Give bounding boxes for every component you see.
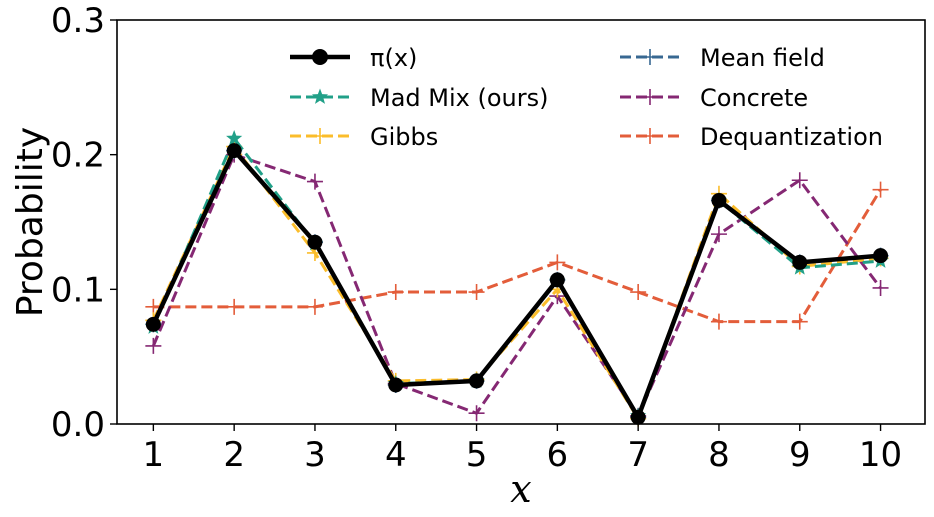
legend-marker <box>311 88 329 104</box>
legend-item-mad-mix-ours: Mad Mix (ours) <box>290 84 548 112</box>
data-point <box>468 284 485 301</box>
legend-label: Gibbs <box>370 123 438 151</box>
series-line <box>151 148 881 420</box>
legend-item-gibbs: Gibbs <box>290 123 438 151</box>
data-point <box>145 316 161 332</box>
series-concrete <box>145 146 889 424</box>
series-gibbs <box>145 138 889 427</box>
x-tick-label: 9 <box>789 435 811 475</box>
data-point <box>145 337 162 354</box>
y-tick-label: 0.3 <box>51 1 105 41</box>
series-x <box>145 143 889 425</box>
legend-item-mean-field: Mean field <box>620 44 825 72</box>
x-tick-label: 10 <box>859 435 902 475</box>
x-tick-label: 8 <box>708 435 730 475</box>
legend-marker <box>642 89 658 105</box>
legend-item-concrete: Concrete <box>620 84 808 112</box>
y-tick-label: 0.0 <box>51 405 105 445</box>
legend-label: Dequantization <box>700 123 883 151</box>
data-point <box>710 313 727 330</box>
legend-marker <box>642 49 658 65</box>
data-point <box>388 377 404 393</box>
x-tick-label: 5 <box>466 435 488 475</box>
data-point <box>468 405 485 422</box>
x-tick-label: 7 <box>627 435 649 475</box>
series-line <box>151 149 881 419</box>
x-tick-label: 3 <box>304 435 326 475</box>
data-point <box>549 272 565 288</box>
data-point <box>226 143 242 159</box>
axes: 1 2 3 4 5 6 7 8 9 10 0.0 0.1 0.2 0.3 <box>51 1 902 475</box>
legend-label: Mean field <box>700 44 825 72</box>
data-point <box>872 181 889 198</box>
y-tick-label: 0.2 <box>51 136 105 176</box>
series-mean-field <box>145 142 889 426</box>
series-line <box>153 188 882 324</box>
x-tick-label: 2 <box>223 435 245 475</box>
legend-marker <box>312 49 328 65</box>
data-point <box>145 298 162 315</box>
data-point <box>469 373 485 389</box>
legend-item-dequantization: Dequantization <box>620 123 883 151</box>
data-point <box>630 284 647 301</box>
legend-marker <box>312 128 328 144</box>
data-point <box>306 173 323 190</box>
data-point <box>226 298 243 315</box>
legend-label: π(x) <box>370 44 417 72</box>
x-tick-label: 4 <box>385 435 407 475</box>
x-axis-label: x <box>510 467 531 511</box>
legend-item-x: π(x) <box>290 44 417 72</box>
y-tick-label: 0.1 <box>51 270 105 310</box>
data-point <box>872 279 889 296</box>
data-point <box>549 254 566 271</box>
data-point <box>792 254 808 270</box>
data-point <box>226 130 243 146</box>
legend-marker <box>642 128 658 144</box>
series-line <box>151 145 881 421</box>
legend-label: Concrete <box>700 84 808 112</box>
plot-content <box>145 130 889 427</box>
y-axis-label: Probability <box>10 127 51 317</box>
data-point <box>307 234 323 250</box>
x-tick-label: 6 <box>547 435 569 475</box>
data-point <box>710 226 727 243</box>
data-point <box>711 192 727 208</box>
data-point <box>306 298 323 315</box>
legend-label: Mad Mix (ours) <box>370 84 548 112</box>
legend: π(x) Mad Mix (ours) Gibbs Mean field Concret… <box>290 44 883 151</box>
data-point <box>791 172 808 189</box>
data-point <box>387 284 404 301</box>
data-point <box>873 248 889 264</box>
plot-frame <box>116 19 926 425</box>
series-dequantization <box>145 181 889 330</box>
data-point <box>630 409 646 425</box>
series-line <box>151 153 882 418</box>
x-tick-label: 1 <box>143 435 165 475</box>
data-point <box>791 313 808 330</box>
